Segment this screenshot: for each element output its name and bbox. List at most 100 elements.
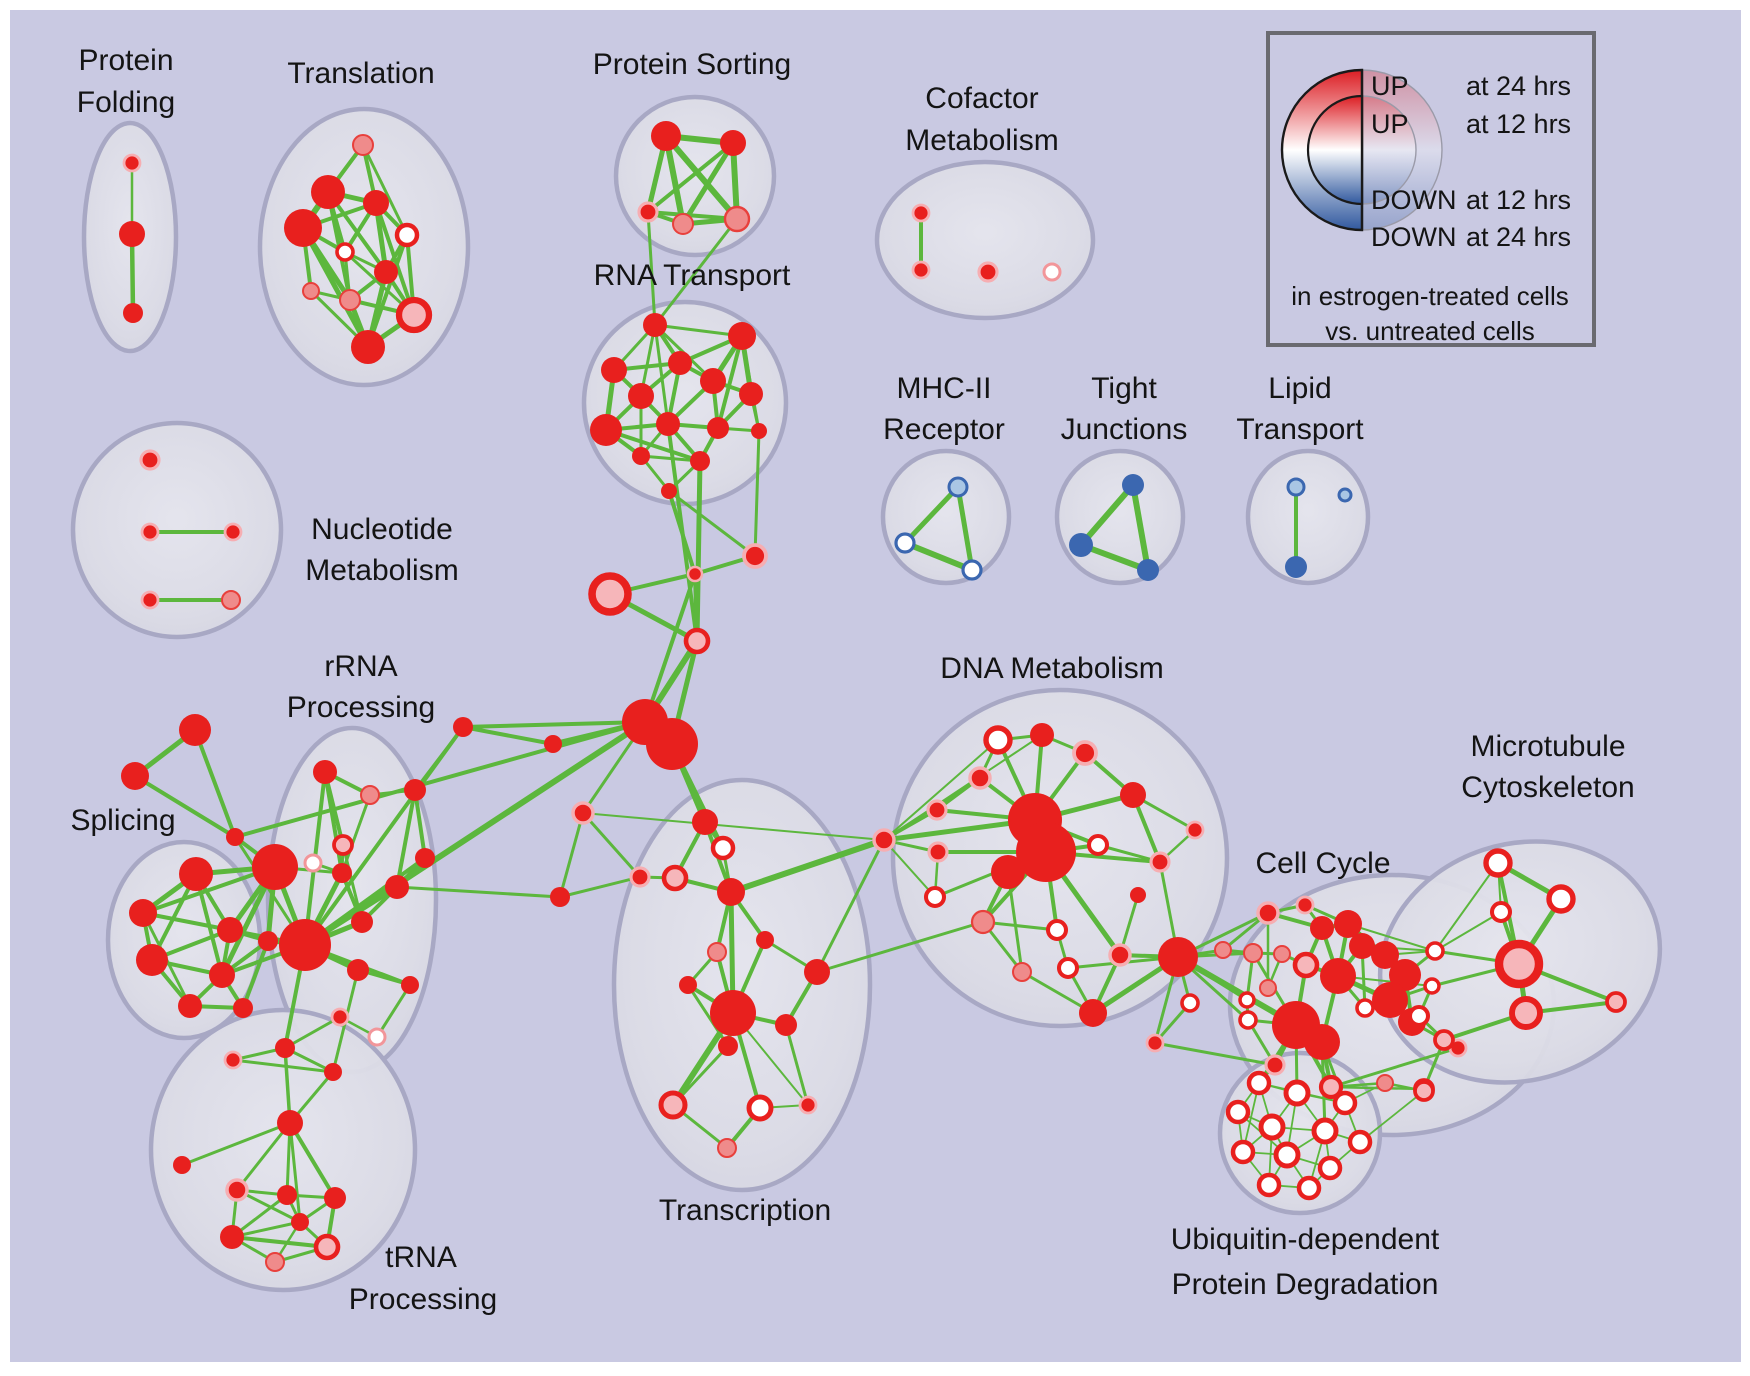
network-node-rt8 bbox=[656, 412, 680, 436]
network-node-rr2 bbox=[360, 785, 380, 805]
network-node-cx5 bbox=[646, 718, 698, 770]
network-node-tr16 bbox=[571, 801, 595, 825]
network-node-ub6 bbox=[1347, 1129, 1373, 1155]
network-edge bbox=[235, 1121, 292, 1192]
network-node-tr8 bbox=[710, 990, 756, 1036]
network-edge bbox=[981, 920, 1059, 932]
network-node-rt2 bbox=[601, 357, 627, 383]
legend-row-direction: DOWN bbox=[1371, 222, 1456, 252]
cluster-ellipse-tight-junctions bbox=[1054, 448, 1186, 586]
network-node-tr9 bbox=[775, 1014, 797, 1036]
network-node-cc2 bbox=[1256, 901, 1280, 925]
network-node-tr0 bbox=[692, 809, 718, 835]
network-edge bbox=[233, 720, 647, 839]
network-edge bbox=[180, 1121, 292, 1167]
network-node-nm1 bbox=[140, 522, 160, 542]
network-node-mt0 bbox=[1483, 848, 1513, 878]
network-node-rr8 bbox=[415, 848, 435, 868]
cluster-label: Cofactor bbox=[925, 82, 1038, 115]
network-node-ps2 bbox=[637, 201, 659, 223]
network-edge bbox=[193, 728, 237, 839]
network-node-cc4 bbox=[1310, 916, 1334, 940]
network-node-tl5 bbox=[335, 242, 355, 262]
network-node-tr5 bbox=[707, 942, 727, 962]
network-node-sp7 bbox=[233, 998, 253, 1018]
network-node-rt3 bbox=[668, 351, 692, 375]
network-node-dn0 bbox=[983, 725, 1013, 755]
network-edge bbox=[883, 839, 936, 898]
network-node-cc23 bbox=[1355, 998, 1375, 1018]
network-node-dn5 bbox=[1120, 782, 1146, 808]
network-node-tr10 bbox=[718, 1036, 738, 1056]
cluster-label: Transport bbox=[1236, 413, 1364, 446]
network-node-dn14 bbox=[1045, 918, 1069, 942]
legend-note-line: in estrogen-treated cells bbox=[1291, 281, 1568, 311]
network-node-cc11 bbox=[1371, 941, 1399, 969]
network-node-tn5 bbox=[220, 1225, 244, 1249]
network-edge bbox=[604, 428, 702, 463]
network-node-tn1 bbox=[173, 1156, 191, 1174]
cluster-label: Metabolism bbox=[905, 124, 1058, 157]
network-node-dn17 bbox=[1012, 962, 1032, 982]
network-node-ps4 bbox=[723, 205, 751, 233]
legend-row-time: at 24 hrs bbox=[1466, 222, 1571, 252]
network-edge bbox=[361, 143, 409, 237]
legend-row-time: at 12 hrs bbox=[1466, 185, 1571, 215]
network-node-ub12 bbox=[1376, 1074, 1394, 1092]
legend: UP at 24 hrs UP at 12 hrs DOWN at 12 hrs DOWN a… bbox=[1266, 31, 1596, 347]
network-node-cc3 bbox=[1295, 895, 1315, 915]
network-node-rr11 bbox=[401, 976, 419, 994]
network-node-cc12 bbox=[1389, 959, 1421, 991]
network-node-tn4 bbox=[324, 1187, 346, 1209]
network-edge bbox=[1130, 482, 1151, 573]
network-edge bbox=[288, 1121, 337, 1200]
network-node-tn7 bbox=[265, 1252, 285, 1272]
network-edge bbox=[235, 1188, 302, 1224]
network-node-rt4 bbox=[700, 368, 726, 394]
legend-row-time: at 24 hrs bbox=[1466, 71, 1571, 101]
network-node-rt13 bbox=[661, 483, 677, 499]
network-edge bbox=[753, 429, 761, 558]
network-node-cx6 bbox=[544, 735, 562, 753]
network-node-cc5 bbox=[1334, 910, 1362, 938]
network-node-mt7 bbox=[1433, 1029, 1455, 1051]
cluster-labels: Protein Folding Translation Protein Sorting… bbox=[70, 44, 1634, 1316]
network-node-cc21 bbox=[1304, 1024, 1340, 1060]
legend-glyph-inner-faded bbox=[1361, 95, 1417, 205]
network-node-mt1 bbox=[1546, 884, 1576, 914]
network-edge bbox=[1078, 482, 1136, 548]
network-edge bbox=[461, 725, 555, 746]
network-edge bbox=[581, 811, 642, 879]
network-node-tn3 bbox=[277, 1185, 297, 1205]
network-node-ub8 bbox=[1273, 1141, 1301, 1169]
network-node-mh0 bbox=[947, 476, 969, 498]
network-node-rr1 bbox=[313, 760, 337, 784]
network-node-ub7 bbox=[1230, 1139, 1256, 1165]
network-node-ub5 bbox=[1311, 1117, 1339, 1145]
network-node-lt1 bbox=[1285, 556, 1307, 578]
network-node-cc19 bbox=[1264, 1054, 1286, 1076]
network-node-tn8 bbox=[291, 1213, 309, 1231]
network-node-rr14 bbox=[324, 1063, 342, 1081]
legend-row-direction: DOWN bbox=[1371, 185, 1456, 215]
network-node-mt9 bbox=[1605, 991, 1627, 1013]
network-node-cc13 bbox=[1372, 982, 1408, 1018]
network-node-tl10 bbox=[351, 330, 385, 364]
network-node-lt2 bbox=[1337, 487, 1353, 503]
network-edge bbox=[1347, 923, 1436, 952]
network-node-rr15 bbox=[367, 1027, 387, 1047]
cluster-label: Receptor bbox=[883, 413, 1005, 446]
network-node-cc17 bbox=[1145, 1033, 1165, 1053]
network-node-cc18 bbox=[1238, 1010, 1258, 1030]
cluster-label: Folding bbox=[77, 86, 175, 119]
network-node-tn0 bbox=[277, 1110, 303, 1136]
network-node-cf1 bbox=[911, 260, 931, 280]
network-node-tr7 bbox=[804, 959, 830, 985]
network-edge bbox=[902, 484, 961, 546]
network-node-rr4 bbox=[332, 834, 354, 856]
network-node-pf2 bbox=[123, 303, 143, 323]
network-edge bbox=[303, 725, 465, 947]
network-node-cc15 bbox=[1238, 991, 1256, 1009]
network-edge bbox=[141, 911, 232, 932]
